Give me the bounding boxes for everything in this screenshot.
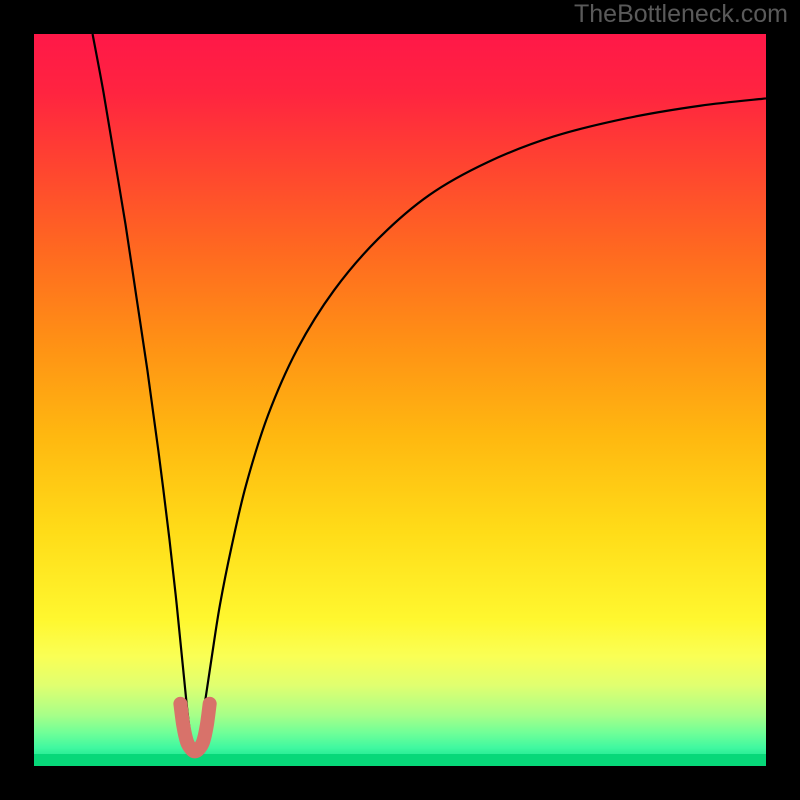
chart-container: TheBottleneck.com [0,0,800,800]
bottleneck-curve [0,0,800,800]
watermark-text: TheBottleneck.com [574,0,788,29]
